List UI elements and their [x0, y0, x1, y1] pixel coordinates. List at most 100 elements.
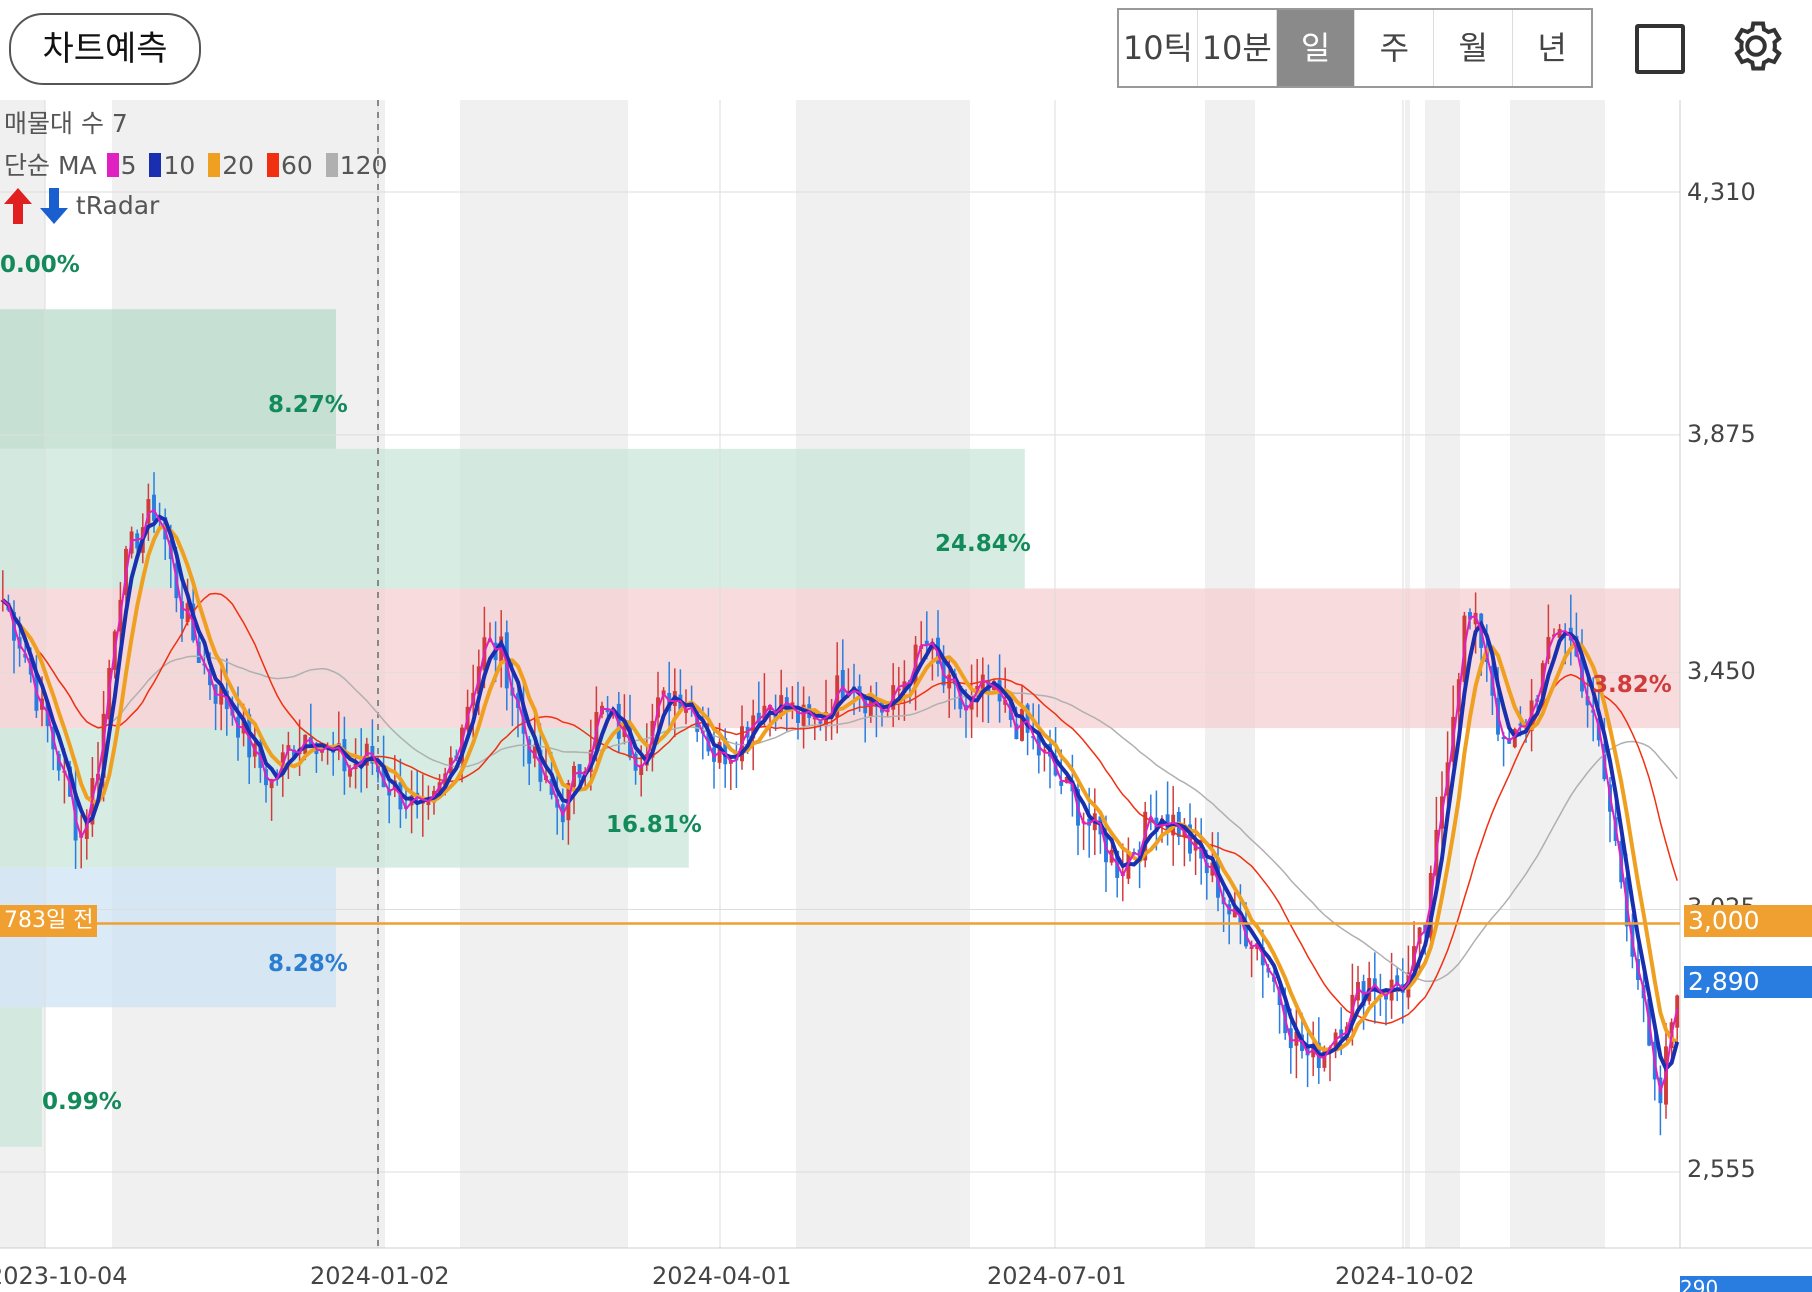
- ma5-line: [2, 508, 1679, 1096]
- timeframe-month[interactable]: 월: [1434, 10, 1514, 86]
- volume-scale-tag: 290: [1680, 1276, 1812, 1292]
- candle-body: [768, 705, 772, 710]
- candle-body: [1193, 839, 1198, 851]
- x-tick-label: 2024-04-01: [652, 1262, 792, 1290]
- up-arrow-icon: [4, 188, 32, 224]
- candle-body: [426, 801, 431, 806]
- x-tick-label: 2024-01-02: [310, 1262, 450, 1290]
- candle-body: [1339, 1029, 1344, 1039]
- candle-body: [1333, 1032, 1338, 1052]
- ma5-label: 5: [120, 151, 137, 180]
- candle-body: [1468, 612, 1472, 620]
- candle-body: [1501, 737, 1506, 740]
- candle-body: [863, 697, 868, 714]
- ma-legend-prefix: 단순 MA: [4, 151, 97, 180]
- y-tick-label: 2,555: [1687, 1155, 1756, 1183]
- ma120-label: 120: [339, 151, 388, 180]
- candle-body: [840, 670, 845, 699]
- timeframe-10tick[interactable]: 10틱: [1119, 10, 1198, 86]
- candle-body: [527, 739, 532, 764]
- candle-body: [1557, 629, 1562, 638]
- ma10-line: [1, 514, 1680, 1073]
- ma120-swatch: [325, 153, 338, 177]
- timeframe-selector: 10틱 10분 일 주 월 년: [1117, 8, 1593, 88]
- candle-body: [1249, 946, 1254, 949]
- top-toolbar: 차트예측 10틱 10분 일 주 월 년: [0, 0, 1812, 100]
- candle-body: [180, 601, 184, 619]
- candle-body: [1042, 749, 1047, 752]
- timeframe-year[interactable]: 년: [1537, 29, 1567, 67]
- zone-pct-1: 8.27%: [268, 392, 348, 418]
- fullscreen-square-icon[interactable]: [1635, 24, 1685, 74]
- ma10-label: 10: [163, 151, 196, 180]
- chart-predict-button[interactable]: 차트예측: [9, 13, 201, 85]
- timeframe-10min[interactable]: 10분: [1198, 10, 1277, 86]
- candle-body: [818, 721, 823, 724]
- candle-body: [292, 749, 296, 757]
- candle-body: [896, 688, 901, 691]
- down-arrow-icon: [39, 188, 68, 224]
- timeframe-day[interactable]: 일: [1276, 10, 1356, 86]
- reference-days-ago-tag: 783일 전: [0, 905, 98, 937]
- candle-body: [1305, 1045, 1310, 1056]
- volume-profile-legend: 매물대 수 7: [4, 109, 128, 138]
- candle-body: [902, 681, 907, 694]
- candle-body: [1232, 908, 1237, 918]
- ma20-swatch: [208, 153, 221, 177]
- timeframe-week[interactable]: 주: [1355, 10, 1435, 86]
- ma60-label: 60: [280, 151, 313, 180]
- candle-body: [868, 697, 873, 717]
- volume-zone: [0, 1007, 42, 1147]
- candle-body: [639, 764, 644, 776]
- tradar-label: tRadar: [75, 191, 160, 220]
- candle-body: [1014, 723, 1019, 740]
- candle-body: [381, 767, 386, 788]
- candle-body: [146, 499, 151, 524]
- candle-body: [152, 494, 156, 521]
- candle-body: [269, 778, 274, 789]
- y-tick-label: 3,875: [1687, 420, 1756, 448]
- zone-pct-5: 8.28%: [268, 951, 348, 977]
- y-tick-label: 3,450: [1687, 657, 1756, 685]
- volume-scale-text: 290: [1680, 1276, 1719, 1292]
- x-tick-label-text: 2023-10-04: [0, 1262, 128, 1290]
- ma60-line: [2, 592, 1678, 1025]
- candle-body: [1585, 696, 1590, 706]
- ma120-line: [2, 599, 1678, 983]
- current-price-tag: 2,890: [1684, 966, 1812, 998]
- volume-zone: [0, 309, 336, 449]
- candle-body: [1165, 814, 1170, 831]
- x-tick-label: 2024-10-02: [1335, 1262, 1475, 1290]
- candle-body: [241, 717, 246, 734]
- candle-body: [1294, 1031, 1299, 1046]
- candle-body: [1025, 704, 1030, 733]
- ma10-swatch: [149, 153, 162, 177]
- zone-pct-6: 0.99%: [42, 1089, 122, 1115]
- candle-body: [723, 738, 728, 765]
- candlestick-chart[interactable]: [0, 100, 1812, 1292]
- candle-body: [84, 819, 89, 840]
- ma5-swatch: [106, 153, 119, 177]
- candle-body: [443, 773, 448, 787]
- candle-body: [1064, 776, 1069, 784]
- reference-price-tag: 3,000: [1684, 905, 1812, 937]
- candle-body: [801, 704, 806, 726]
- candle-body: [1087, 818, 1092, 826]
- candle-body: [314, 749, 319, 754]
- candle-body: [532, 744, 537, 759]
- tradar-legend: tRadar: [4, 188, 159, 224]
- gear-icon[interactable]: [1726, 16, 1786, 76]
- x-tick-label: 2023-10-04: [0, 1262, 127, 1290]
- zone-pct-3: 3.82%: [1592, 672, 1672, 698]
- candle-body: [1204, 862, 1209, 874]
- candle-body: [1008, 695, 1013, 720]
- candle-body: [348, 769, 352, 777]
- candle-body: [924, 640, 929, 645]
- candle-body: [1059, 780, 1064, 786]
- candle-body: [1395, 975, 1400, 986]
- candle-body: [796, 707, 800, 723]
- x-tick-label: 2024-07-01: [987, 1262, 1127, 1290]
- candle-body: [56, 753, 61, 771]
- zone-pct-0: 0.00%: [0, 252, 80, 278]
- zone-pct-4: 16.81%: [606, 812, 702, 838]
